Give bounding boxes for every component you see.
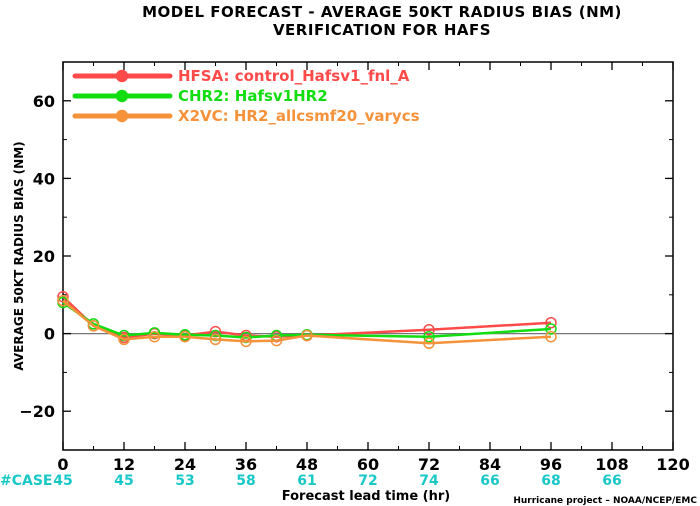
x-tick-label: 60	[357, 455, 379, 474]
x-tick-label: 12	[113, 455, 135, 474]
data-point	[148, 330, 161, 343]
series	[57, 294, 557, 350]
case-count: 74	[419, 473, 439, 489]
data-point	[423, 337, 435, 350]
x-tick-label: 48	[296, 455, 318, 474]
case-count: 68	[541, 473, 560, 489]
legend-marker	[115, 69, 129, 83]
series-line	[62, 301, 552, 339]
data-point	[423, 323, 435, 336]
series-line	[62, 295, 552, 339]
x-tick-label: 36	[235, 455, 257, 474]
data-point	[87, 320, 100, 332]
data-point	[301, 329, 313, 342]
x-axis-label: Forecast lead time (hr)	[282, 489, 450, 504]
case-count: 72	[358, 473, 377, 489]
case-count: 53	[175, 473, 194, 489]
data-point	[545, 330, 557, 343]
legend-label: CHR2: Hafsv1HR2	[178, 87, 328, 105]
y-tick-label: 40	[33, 169, 55, 188]
data-point	[545, 323, 557, 335]
x-tick-label: 120	[656, 455, 689, 474]
y-axis-label: AVERAGE 50KT RADIUS BIAS (NM)	[12, 141, 26, 370]
case-count: 61	[297, 473, 316, 489]
case-count: 66	[602, 473, 621, 489]
data-point	[240, 335, 252, 348]
x-tick-label: 24	[174, 455, 196, 474]
data-point	[209, 333, 222, 346]
case-count: 45	[53, 473, 72, 489]
data-point	[179, 330, 191, 343]
data-point	[57, 294, 69, 307]
legend-marker	[115, 89, 129, 103]
series-layer	[57, 290, 557, 350]
case-counts: 45 45 53 58 61 72 74 66 68 66	[53, 473, 621, 489]
chart-title: MODEL FORECAST - AVERAGE 50KT RADIUS BIA…	[142, 3, 622, 21]
case-count: 66	[480, 473, 499, 489]
chart-subtitle: VERIFICATION FOR HAFS	[273, 21, 491, 39]
data-point	[545, 316, 557, 329]
case-label: #CASE	[0, 473, 53, 489]
x-tick-label: 84	[479, 455, 501, 474]
series-line	[62, 299, 552, 345]
x-tick-label: 72	[418, 455, 440, 474]
y-tick-label: −20	[19, 402, 55, 421]
x-tick-label: 108	[595, 455, 628, 474]
x-tick-label: 96	[540, 455, 562, 474]
data-point	[270, 334, 283, 347]
x-tick-label: 0	[57, 455, 68, 474]
y-tick-label: 0	[44, 325, 55, 344]
y-tick-label: 60	[33, 92, 55, 111]
data-point	[118, 333, 130, 346]
legend: HFSA: control_Hafsv1_fnl_A CHR2: Hafsv1HR…	[72, 67, 420, 125]
legend-label: X2VC: HR2_allcsmf20_varycs	[178, 107, 420, 125]
data-point	[423, 330, 435, 343]
case-count: 45	[114, 473, 133, 489]
legend-marker	[115, 109, 129, 123]
case-count: 58	[236, 473, 255, 489]
credit-text: Hurricane project – NOAA/NCEP/EMC	[513, 496, 697, 506]
legend-label: HFSA: control_Hafsv1_fnl_A	[178, 67, 410, 85]
y-tick-label: 20	[33, 247, 55, 266]
axis-ticks: 0 12 24 36 48 60 72 84 96 108 120 −20 0 20 40 60	[19, 61, 690, 474]
